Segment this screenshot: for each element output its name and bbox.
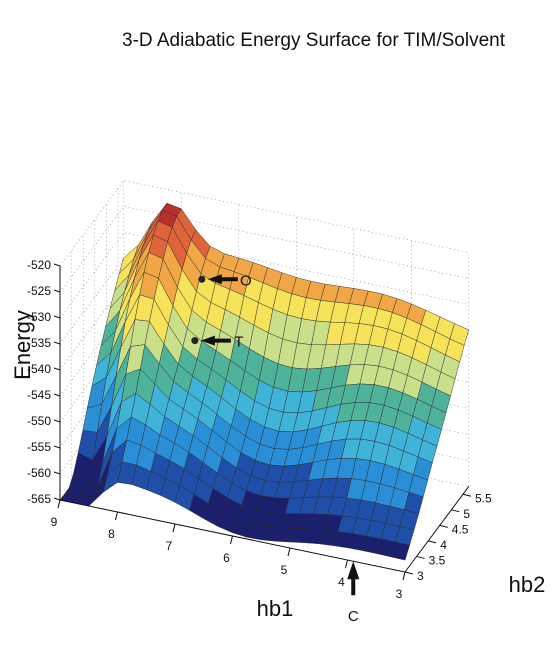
y-tick-label: 5.5 [475, 491, 492, 505]
z-tick-label: -565 [27, 492, 51, 506]
y-tick-label: 4.5 [452, 522, 469, 536]
z-tick-label: -520 [27, 258, 51, 272]
axis-line-hb2 [404, 486, 470, 573]
y-axis-label: hb2 [509, 572, 546, 597]
z-axis-label: Energy [10, 310, 35, 380]
x-tick-label: 3 [396, 587, 403, 601]
x-tick-mark [287, 547, 291, 557]
chart-title: 3-D Adiabatic Energy Surface for TIM/Sol… [122, 30, 505, 51]
z-tick-label: -540 [27, 362, 51, 376]
z-tick-mark [53, 393, 61, 397]
z-tick-mark [53, 315, 61, 319]
x-tick-mark [57, 499, 61, 509]
z-tick-label: -555 [27, 440, 51, 454]
x-tick-label: 4 [338, 575, 345, 589]
x-tick-mark [115, 511, 118, 521]
y-tick-mark [404, 571, 414, 575]
y-tick-label: 5 [463, 507, 470, 521]
x-tick-mark [345, 559, 348, 569]
y-tick-mark [439, 524, 448, 528]
grid-line-z [59, 180, 469, 267]
annotation-arrow [207, 274, 238, 285]
y-tick-mark [462, 493, 472, 497]
x-axis-label: hb1 [257, 596, 294, 621]
z-tick-label: -530 [27, 310, 51, 324]
x-tick-label: 6 [223, 551, 230, 565]
z-tick-label: -535 [27, 336, 51, 350]
x-tick-label: 5 [281, 563, 288, 577]
z-tick-label: -560 [27, 466, 51, 480]
z-tick-label: -550 [27, 414, 51, 428]
z-tick-mark [53, 445, 61, 449]
x-tick-label: 7 [166, 539, 173, 553]
annotations: O T C [191, 272, 360, 625]
annotation-label: O [240, 272, 252, 289]
y-tick-label: 4 [440, 538, 447, 552]
energy-surface [59, 202, 470, 561]
y-tick-mark [416, 555, 425, 559]
y-tick-label: 3 [417, 569, 424, 583]
annotation-label: C [348, 608, 359, 625]
y-tick-mark [451, 509, 460, 513]
z-tick-label: -525 [27, 284, 51, 298]
z-tick-mark [53, 367, 61, 371]
x-tick-mark [230, 535, 233, 545]
axes: 987654333.544.555.5-520-525-530-535-540-… [10, 258, 545, 621]
z-tick-mark [53, 263, 61, 267]
x-tick-label: 8 [108, 527, 115, 541]
z-tick-mark [53, 341, 61, 345]
z-tick-mark [53, 419, 61, 423]
annotation-label: T [234, 334, 243, 351]
annotation-arrow [347, 561, 360, 596]
x-tick-mark [172, 523, 176, 533]
y-tick-mark [428, 540, 437, 544]
y-tick-label: 3.5 [429, 553, 446, 567]
z-tick-mark [53, 497, 61, 501]
annotation-point [191, 337, 199, 345]
z-tick-label: -545 [27, 388, 51, 402]
z-tick-mark [53, 289, 61, 293]
x-tick-label: 9 [51, 515, 58, 529]
x-tick-mark [402, 571, 406, 581]
annotation-arrow [200, 335, 231, 346]
z-tick-mark [53, 471, 61, 475]
annotation-point [198, 275, 206, 283]
